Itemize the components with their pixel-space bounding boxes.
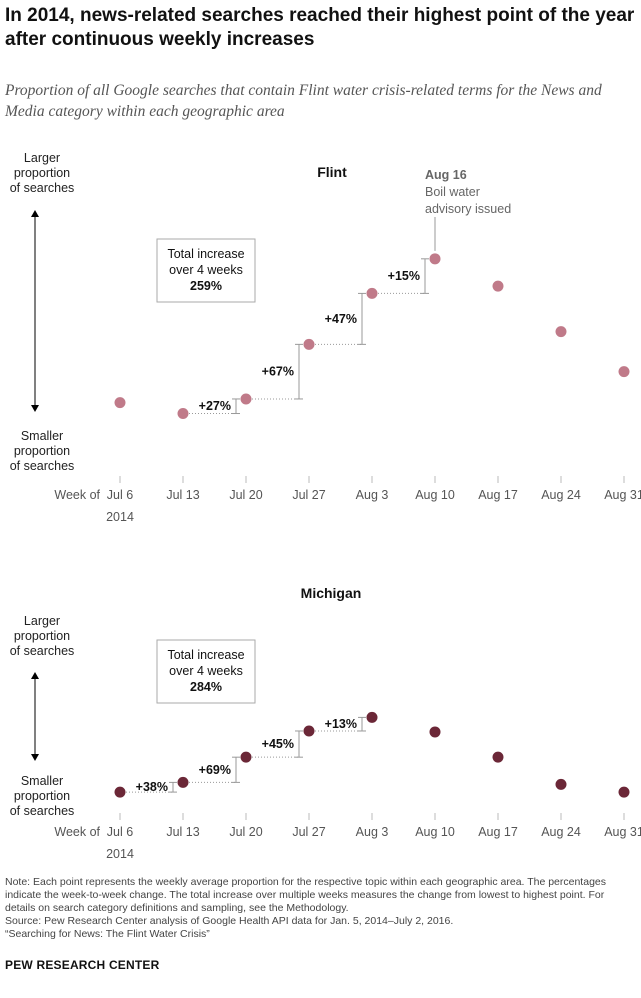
axis-arrow-up bbox=[31, 672, 39, 679]
x-tick-label: Aug 10 bbox=[415, 488, 455, 502]
note-text: Note: Each point represents the weekly a… bbox=[5, 876, 606, 914]
axis-bottom-label: Smaller bbox=[21, 429, 63, 443]
x-tick-label: Jul 27 bbox=[292, 488, 325, 502]
data-point bbox=[429, 253, 441, 265]
annotation-date: Aug 16 bbox=[425, 168, 467, 182]
change-label: +15% bbox=[388, 269, 420, 283]
total-increase-label: over 4 weeks bbox=[169, 263, 243, 277]
data-point bbox=[492, 280, 504, 292]
data-point bbox=[492, 751, 504, 763]
data-point bbox=[555, 326, 567, 338]
axis-top-label: proportion bbox=[14, 166, 70, 180]
chart-title: In 2014, news-related searches reached t… bbox=[5, 5, 635, 50]
axis-arrow-down bbox=[31, 754, 39, 761]
data-point bbox=[429, 726, 441, 738]
data-point bbox=[366, 287, 378, 299]
annotation-text: Boil water bbox=[425, 185, 480, 199]
source-text: Source: Pew Research Center analysis of … bbox=[5, 915, 454, 927]
x-tick-label: Aug 17 bbox=[478, 488, 518, 502]
x-tick-label: Aug 3 bbox=[356, 488, 389, 502]
x-tick-label: Aug 31 bbox=[604, 825, 641, 839]
x-tick-label: Jul 27 bbox=[292, 825, 325, 839]
data-point bbox=[240, 393, 252, 405]
x-tick-label: Aug 24 bbox=[541, 488, 581, 502]
data-point bbox=[177, 408, 189, 420]
change-label: +69% bbox=[199, 763, 231, 777]
x-tick-label: Aug 17 bbox=[478, 825, 518, 839]
data-point bbox=[240, 751, 252, 763]
x-tick-label: Aug 10 bbox=[415, 825, 455, 839]
axis-top-label: Larger bbox=[24, 151, 60, 165]
total-increase-value: 284% bbox=[190, 680, 222, 694]
total-increase-label: Total increase bbox=[167, 247, 244, 261]
axis-top-label: Larger bbox=[24, 614, 60, 628]
notes: Note: Each point represents the weekly a… bbox=[5, 876, 635, 941]
axis-bottom-label: of searches bbox=[10, 459, 75, 473]
axis-bottom-label: Smaller bbox=[21, 774, 63, 788]
x-axis-prefix: Week of bbox=[54, 825, 100, 839]
data-point bbox=[114, 397, 126, 409]
x-tick-label: Aug 24 bbox=[541, 825, 581, 839]
x-tick-label: Jul 13 bbox=[166, 825, 199, 839]
data-point bbox=[618, 786, 630, 798]
change-label: +13% bbox=[325, 717, 357, 731]
data-point bbox=[177, 776, 189, 788]
annotation-text: advisory issued bbox=[425, 202, 511, 216]
data-point bbox=[555, 778, 567, 790]
total-increase-box bbox=[156, 238, 256, 303]
total-increase-label: Total increase bbox=[167, 648, 244, 662]
data-point bbox=[366, 711, 378, 723]
axis-bottom-label: of searches bbox=[10, 804, 75, 818]
panel-title: Michigan bbox=[301, 585, 362, 601]
axis-bottom-label: proportion bbox=[14, 444, 70, 458]
axis-arrow-up bbox=[31, 210, 39, 217]
axis-arrow-down bbox=[31, 405, 39, 412]
report-title: “Searching for News: The Flint Water Cri… bbox=[5, 928, 210, 940]
data-point bbox=[303, 338, 315, 350]
x-axis-year: 2014 bbox=[106, 510, 134, 524]
chart-subtitle: Proportion of all Google searches that c… bbox=[5, 82, 602, 120]
x-tick-label: Jul 6 bbox=[107, 825, 133, 839]
change-label: +27% bbox=[199, 399, 231, 413]
total-increase-box bbox=[156, 639, 256, 704]
data-point bbox=[303, 725, 315, 737]
panel-title: Flint bbox=[317, 164, 347, 180]
x-tick-label: Jul 20 bbox=[229, 825, 262, 839]
total-increase-label: over 4 weeks bbox=[169, 664, 243, 678]
x-tick-label: Jul 20 bbox=[229, 488, 262, 502]
axis-top-label: of searches bbox=[10, 644, 75, 658]
axis-top-label: proportion bbox=[14, 629, 70, 643]
x-tick-label: Jul 13 bbox=[166, 488, 199, 502]
total-increase-value: 259% bbox=[190, 279, 222, 293]
axis-bottom-label: proportion bbox=[14, 789, 70, 803]
data-point bbox=[618, 366, 630, 378]
change-label: +47% bbox=[325, 312, 357, 326]
brand-logo-text: PEW RESEARCH CENTER bbox=[5, 958, 160, 972]
change-label: +45% bbox=[262, 737, 294, 751]
data-point bbox=[114, 786, 126, 798]
x-axis-year: 2014 bbox=[106, 847, 134, 861]
x-tick-label: Aug 31 bbox=[604, 488, 641, 502]
x-axis-prefix: Week of bbox=[54, 488, 100, 502]
axis-top-label: of searches bbox=[10, 181, 75, 195]
x-tick-label: Jul 6 bbox=[107, 488, 133, 502]
change-label: +67% bbox=[262, 365, 294, 379]
change-label: +38% bbox=[136, 780, 168, 794]
x-tick-label: Aug 3 bbox=[356, 825, 389, 839]
